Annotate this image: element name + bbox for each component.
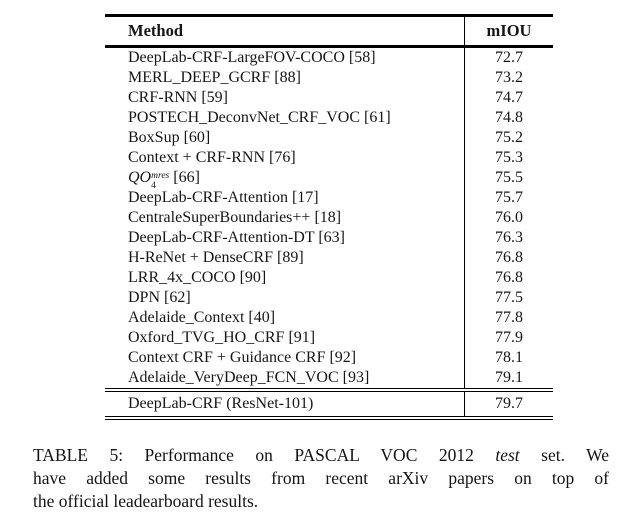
math-subscript: 4 [151,181,156,191]
miou-cell: 75.3 [464,148,553,168]
table-row: CRF-RNN [59] 74.7 [105,88,553,108]
caption-text: set. We [541,445,610,465]
method-cell: Context + CRF-RNN [76] [128,149,296,166]
method-cell: DPN [62] [128,289,191,306]
miou-cell: 74.7 [464,88,553,108]
table-row: POSTECH_DeconvNet_CRF_VOC [61] 74.8 [105,108,553,128]
method-cell: CentraleSuperBoundaries++ [18] [128,209,342,226]
method-cell: LRR_4x_COCO [90] [128,269,267,286]
table-row: DPN [62] 77.5 [105,288,553,308]
results-table: Method mIOU DeepLab-CRF-LargeFOV-COCO [5… [105,14,553,420]
miou-cell: 76.0 [464,208,553,228]
method-cell: DeepLab-CRF-LargeFOV-COCO [58] [128,49,376,66]
caption-italic-word: test [495,445,520,465]
caption-line-3: the official leadearboard results. [33,491,259,511]
table-bottom-rule [105,416,553,420]
method-cell: DeepLab-CRF-Attention-DT [63] [128,229,345,246]
table-separator-rule [105,388,553,392]
miou-cell: 76.8 [464,248,553,268]
miou-cell: 77.8 [464,308,553,328]
caption-line-1: TABLE 5: Performance on PASCAL VOC 2012 … [33,444,609,467]
method-cell: Oxford_TVG_HO_CRF [91] [128,329,316,346]
caption-text: TABLE 5: Performance on PASCAL VOC 2012 [33,445,474,465]
miou-cell: 72.7 [464,48,553,68]
math-superscript: mres [151,170,170,181]
table-top-rule [105,14,553,17]
column-header-miou: mIOU [464,17,553,45]
table-row: Context + CRF-RNN [76] 75.3 [105,148,553,168]
method-cell: CRF-RNN [59] [128,89,229,106]
table-row: BoxSup [60] 75.2 [105,128,553,148]
method-cell-math: QO mres 4 [66] [105,168,464,191]
method-cell: H-ReNet + DenseCRF [89] [128,249,304,266]
miou-cell: 75.7 [464,188,553,208]
column-header-method: Method [128,21,183,40]
method-cell: POSTECH_DeconvNet_CRF_VOC [61] [128,109,391,126]
miou-cell: 77.9 [464,328,553,348]
table-body: DeepLab-CRF-LargeFOV-COCO [58] 72.7 MERL… [105,48,553,388]
method-cell: DeepLab-CRF (ResNet-101) [128,395,314,412]
miou-cell: 76.8 [464,268,553,288]
table-row: DeepLab-CRF-Attention-DT [63] 76.3 [105,228,553,248]
table-row: DeepLab-CRF-LargeFOV-COCO [58] 72.7 [105,48,553,68]
method-cell: BoxSup [60] [128,129,211,146]
table-row: Adelaide_VeryDeep_FCN_VOC [93] 79.1 [105,368,553,388]
method-cell: Context CRF + Guidance CRF [92] [128,349,357,366]
math-base: QO [128,169,152,186]
miou-cell: 73.2 [464,68,553,88]
table-row: CentraleSuperBoundaries++ [18] 76.0 [105,208,553,228]
miou-cell: 76.3 [464,228,553,248]
table-row: Context CRF + Guidance CRF [92] 78.1 [105,348,553,368]
method-cell: Adelaide_Context [40] [128,309,276,326]
math-scripts: mres 4 [151,171,169,192]
method-cell: DeepLab-CRF-Attention [17] [128,189,319,206]
table-row: H-ReNet + DenseCRF [89] 76.8 [105,248,553,268]
math-citation: [66] [173,169,200,186]
miou-cell: 79.7 [464,392,553,416]
miou-cell: 79.1 [464,368,553,388]
table-header-rule [105,45,553,48]
caption-line-2: have added some results from recent arXi… [33,468,609,488]
miou-cell: 75.2 [464,128,553,148]
table-row: QO mres 4 [66] 75.5 [105,168,553,191]
miou-cell: 74.8 [464,108,553,128]
miou-cell: 77.5 [464,288,553,308]
table-row: MERL_DEEP_GCRF [88] 73.2 [105,68,553,88]
table-row: DeepLab-CRF-Attention [17] 75.7 [105,188,553,208]
miou-cell: 75.5 [464,168,553,188]
table-caption: TABLE 5: Performance on PASCAL VOC 2012 … [33,444,609,513]
table-row: Oxford_TVG_HO_CRF [91] 77.9 [105,328,553,348]
miou-cell: 78.1 [464,348,553,368]
table-row: LRR_4x_COCO [90] 76.8 [105,268,553,288]
table-row: Adelaide_Context [40] 77.8 [105,308,553,328]
table-header-row: Method mIOU [105,17,553,45]
method-cell: Adelaide_VeryDeep_FCN_VOC [93] [128,369,370,386]
table-final-row: DeepLab-CRF (ResNet-101) 79.7 [105,392,553,416]
method-cell: MERL_DEEP_GCRF [88] [128,69,301,86]
